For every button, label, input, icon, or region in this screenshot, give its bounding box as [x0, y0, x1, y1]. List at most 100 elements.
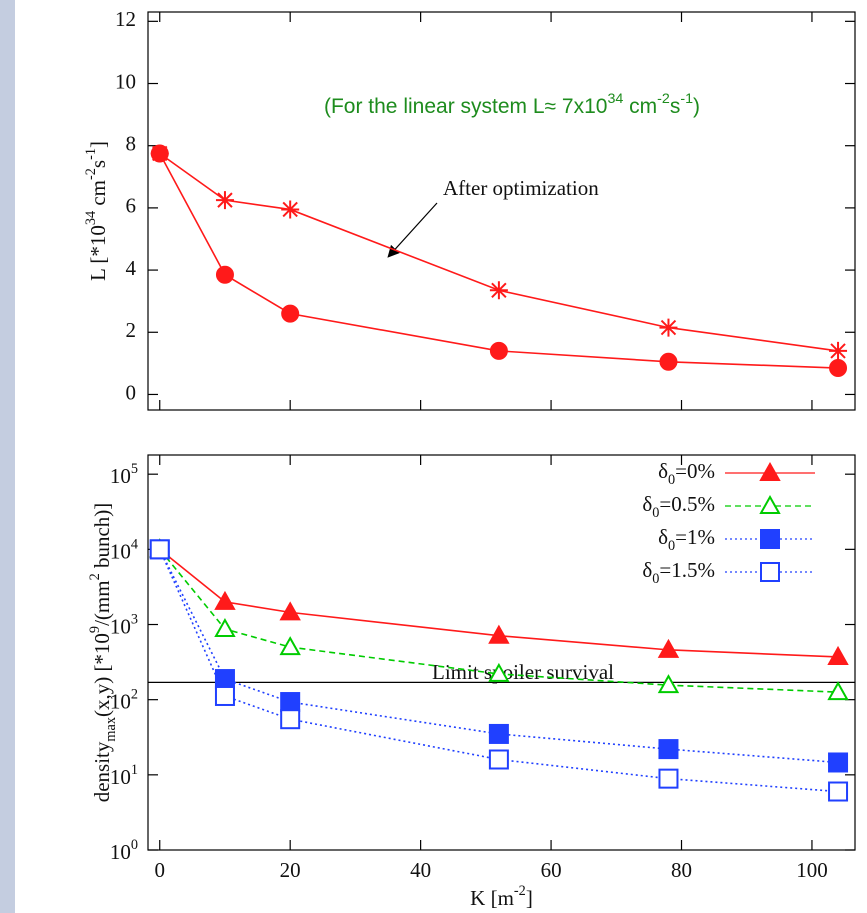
x-tick-label: 40: [410, 858, 431, 882]
x-tick-label: 60: [541, 858, 562, 882]
text-part: 10: [110, 765, 131, 789]
text-part: density: [90, 741, 114, 802]
point-marker: [489, 281, 508, 300]
text-part: /(mm: [90, 580, 114, 626]
text-part: 10: [110, 689, 131, 713]
supscript: 3: [131, 612, 138, 628]
series-line: [159, 549, 839, 793]
point-marker: [488, 723, 509, 744]
text-part: L [*10: [86, 225, 110, 281]
supscript: 4: [131, 537, 138, 553]
text-part: δ: [642, 558, 652, 582]
supscript: 34: [83, 211, 99, 225]
y-tick-label: 102: [110, 687, 138, 714]
text-part: ): [693, 95, 700, 118]
text-part: δ: [658, 525, 668, 549]
point-marker: [488, 624, 510, 644]
supscript: 2: [87, 573, 103, 580]
point-marker: [489, 341, 508, 360]
point-marker: [829, 341, 848, 360]
y-tick-label: 4: [126, 256, 137, 280]
point-marker: [828, 752, 849, 773]
text-part: =1.5%: [659, 558, 715, 582]
point-marker: [658, 768, 679, 789]
series-line: [159, 548, 839, 693]
text-part: =1%: [675, 525, 715, 549]
point-marker: [829, 359, 848, 378]
text-part: bunch)]: [90, 503, 114, 574]
text-part: δ: [642, 492, 652, 516]
subscript: max: [103, 717, 119, 742]
point-marker: [279, 601, 301, 621]
x-axis-label: K [m-2]: [470, 883, 533, 910]
supscript: 9: [87, 626, 103, 633]
text-part: s: [86, 160, 110, 168]
point-marker: [657, 674, 680, 694]
series-line: [159, 548, 839, 764]
y-tick-label: 0: [126, 380, 137, 404]
callout-arrow: [387, 202, 438, 258]
text-part: (For the linear system L≈ 7x10: [324, 95, 607, 118]
text-part: ]: [526, 886, 533, 910]
point-marker: [214, 590, 236, 610]
point-marker: [279, 636, 301, 656]
supscript: -1: [680, 91, 693, 107]
series-line: [159, 152, 839, 352]
point-marker: [214, 669, 235, 690]
supscript: -2: [657, 91, 670, 107]
point-marker: [759, 494, 781, 514]
point-marker: [760, 529, 780, 549]
point-marker: [281, 200, 300, 219]
y-axis-label: L [*1034 cm-2s-1]: [83, 141, 110, 281]
point-marker: [827, 645, 849, 665]
text-part: (x,y) [*10: [90, 633, 114, 717]
x-tick-label: 0: [154, 858, 165, 882]
legend-label: δ0=0.5%: [642, 492, 715, 521]
text-part: cm: [86, 180, 110, 211]
point-marker: [760, 562, 780, 582]
point-marker: [488, 662, 510, 682]
point-marker: [149, 539, 170, 560]
point-marker: [657, 638, 680, 658]
supscript: -2: [83, 168, 99, 180]
text-part: ]: [86, 141, 110, 148]
text-part: s: [670, 95, 681, 118]
point-marker: [827, 681, 849, 701]
subscript: 0: [668, 472, 675, 488]
text-part: 10: [110, 464, 131, 488]
supscript: -1: [83, 148, 99, 160]
point-marker: [281, 304, 300, 323]
subscript: 0: [652, 505, 659, 521]
supscript: 1: [131, 762, 138, 778]
point-marker: [488, 749, 509, 770]
point-marker: [214, 618, 236, 638]
point-marker: [215, 191, 234, 210]
text-part: =0%: [675, 459, 715, 483]
text-part: 10: [110, 840, 131, 864]
x-tick-label: 80: [671, 858, 692, 882]
y-tick-label: 10: [115, 69, 136, 93]
text-part: K [m: [470, 886, 514, 910]
callout-label: After optimization: [443, 176, 599, 200]
supscript: 34: [607, 91, 623, 107]
y-tick-label: 2: [126, 318, 137, 342]
series-line: [159, 153, 839, 369]
y-tick-label: 8: [126, 132, 137, 156]
supscript: 0: [131, 837, 138, 853]
subscript: 0: [652, 571, 659, 587]
point-marker: [150, 144, 169, 163]
legend-label: δ0=0%: [658, 459, 715, 488]
y-tick-label: 103: [110, 612, 138, 639]
text-part: 10: [110, 539, 131, 563]
y-tick-label: 6: [126, 194, 137, 218]
point-marker: [659, 318, 678, 337]
supscript: -2: [514, 883, 526, 899]
y-axis-label: densitymax(x,y) [*109/(mm2 bunch)]: [87, 503, 119, 803]
series-line: [159, 548, 839, 658]
y-tick-label: 101: [110, 762, 138, 789]
text-part: =0.5%: [659, 492, 715, 516]
x-tick-label: 20: [280, 858, 301, 882]
legend-label: δ0=1.5%: [642, 558, 715, 587]
